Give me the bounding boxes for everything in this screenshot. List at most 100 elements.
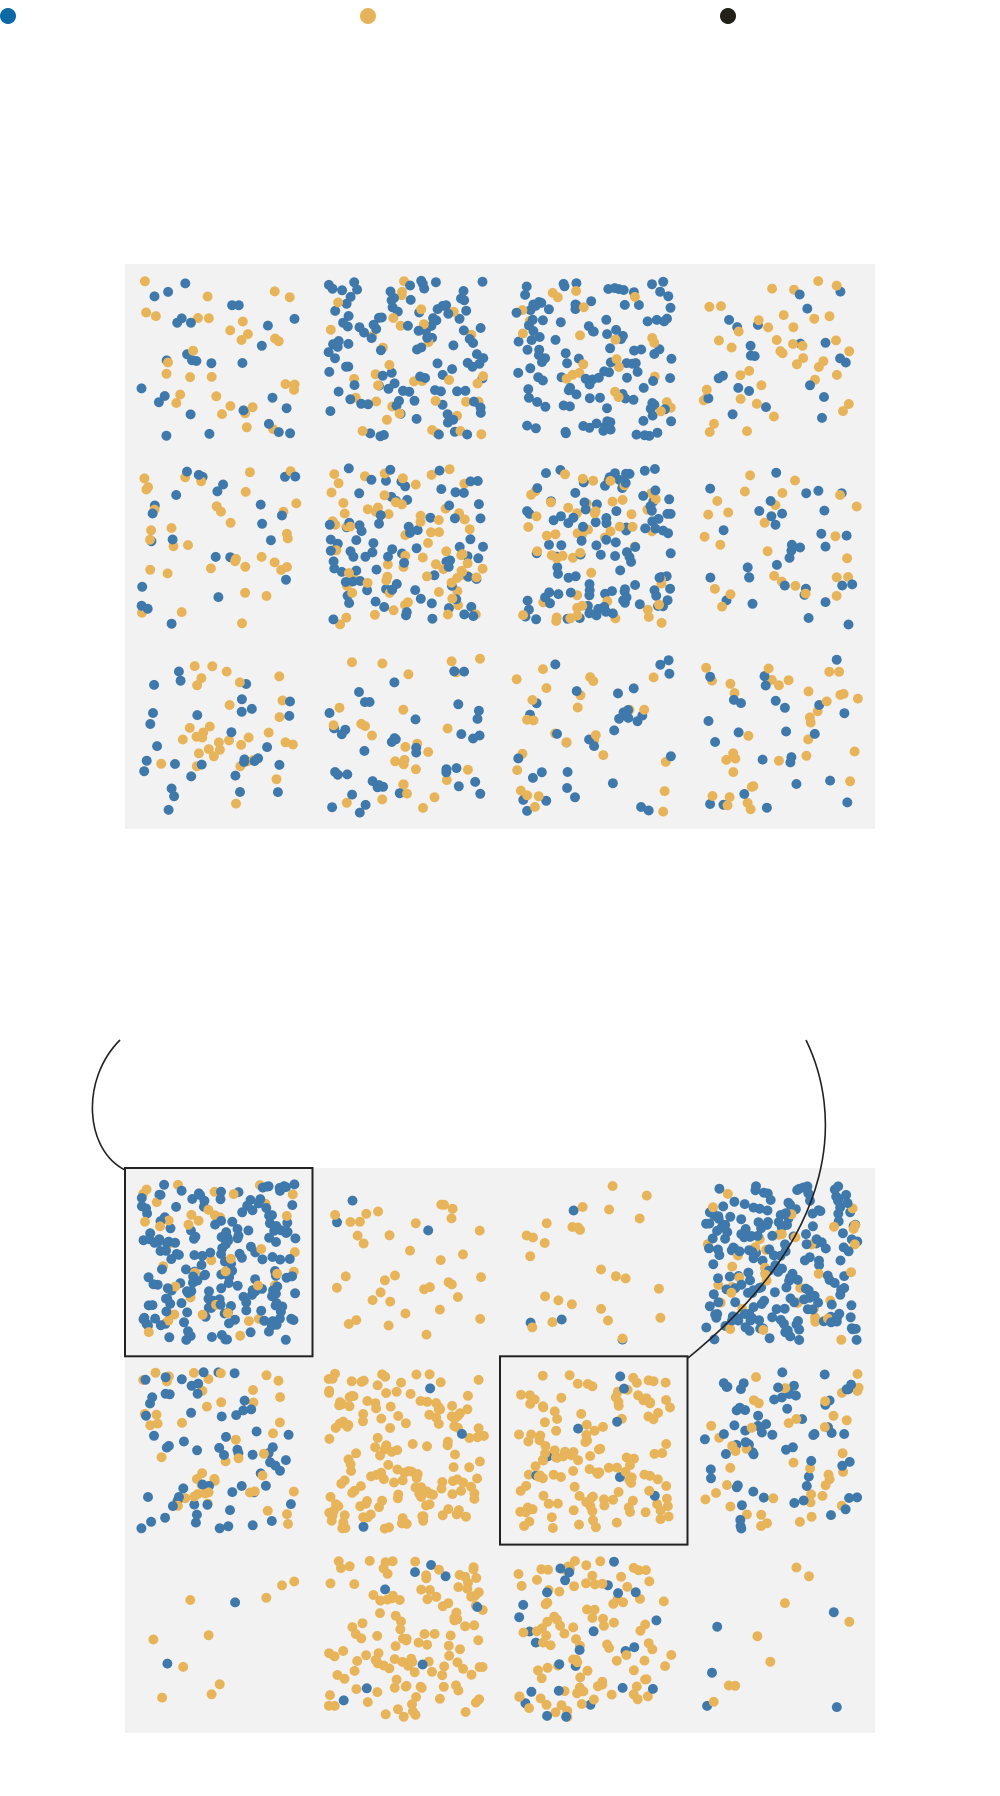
- point-blue: [445, 555, 456, 566]
- point-orange: [148, 1634, 159, 1645]
- point-blue: [739, 789, 750, 799]
- point-blue: [645, 403, 656, 414]
- point-blue: [621, 592, 632, 603]
- point-blue: [189, 1499, 200, 1510]
- point-orange: [347, 657, 357, 668]
- point-orange: [396, 1616, 406, 1627]
- point-orange: [273, 1375, 284, 1386]
- point-blue: [182, 1286, 192, 1297]
- point-orange: [659, 786, 670, 797]
- point-blue: [654, 572, 665, 583]
- point-orange: [541, 1218, 552, 1229]
- point-blue: [844, 1493, 855, 1503]
- point-blue: [724, 1271, 735, 1282]
- point-blue: [362, 585, 373, 596]
- point-blue: [141, 1410, 151, 1421]
- point-blue: [267, 1316, 278, 1327]
- point-orange: [244, 467, 255, 478]
- point-orange: [525, 1251, 536, 1262]
- point-orange: [400, 1418, 411, 1429]
- point-orange: [603, 1315, 613, 1326]
- point-blue: [530, 300, 541, 311]
- point-blue: [777, 508, 788, 519]
- point-blue: [472, 713, 483, 724]
- point-orange: [356, 718, 367, 729]
- point-orange: [262, 1505, 273, 1516]
- point-blue: [182, 1307, 193, 1318]
- point-blue: [558, 278, 569, 289]
- point-orange: [517, 328, 528, 339]
- point-orange: [220, 1266, 231, 1277]
- point-blue: [216, 1283, 227, 1294]
- point-blue: [398, 385, 409, 396]
- point-blue: [801, 1481, 812, 1491]
- point-orange: [543, 1498, 554, 1509]
- point-orange: [325, 1578, 336, 1589]
- point-blue: [560, 348, 571, 359]
- point-orange: [513, 1569, 524, 1579]
- point-orange: [728, 767, 739, 778]
- point-orange: [188, 1367, 199, 1378]
- point-orange: [417, 552, 428, 563]
- point-blue: [522, 420, 533, 431]
- top-grid-cell-r1c1: [136, 276, 300, 441]
- point-blue: [809, 728, 820, 739]
- point-blue: [229, 1368, 240, 1379]
- point-orange: [805, 1463, 816, 1474]
- point-orange: [661, 1481, 672, 1491]
- point-orange: [183, 540, 193, 551]
- point-orange: [214, 1679, 225, 1690]
- point-orange: [611, 1655, 622, 1666]
- point-orange: [708, 1696, 719, 1707]
- point-orange: [581, 1578, 591, 1589]
- point-blue: [171, 490, 182, 500]
- point-orange: [574, 1491, 585, 1501]
- point-orange: [588, 475, 599, 486]
- point-orange: [338, 498, 349, 508]
- point-blue: [416, 342, 427, 353]
- point-blue: [257, 1254, 268, 1265]
- point-orange: [572, 1378, 583, 1389]
- point-orange: [390, 756, 401, 767]
- point-blue: [739, 1309, 750, 1319]
- point-orange: [561, 737, 572, 748]
- point-blue: [757, 754, 768, 765]
- point-orange: [528, 715, 539, 726]
- point-orange: [325, 324, 336, 335]
- point-blue: [639, 465, 650, 476]
- point-orange: [813, 276, 824, 287]
- point-orange: [666, 1650, 677, 1660]
- point-blue: [385, 286, 396, 297]
- point-blue: [427, 613, 438, 624]
- point-blue: [554, 1659, 565, 1670]
- point-blue: [820, 337, 831, 348]
- point-blue: [216, 1186, 226, 1197]
- point-blue: [605, 417, 616, 428]
- point-blue: [820, 1243, 831, 1254]
- point-blue: [410, 714, 421, 725]
- point-blue: [643, 805, 654, 816]
- point-orange: [803, 686, 814, 697]
- point-orange: [547, 1317, 558, 1328]
- point-orange: [217, 409, 227, 420]
- point-orange: [549, 1445, 560, 1456]
- point-blue: [589, 741, 600, 752]
- point-orange: [606, 1689, 617, 1700]
- point-blue: [632, 366, 643, 377]
- point-blue: [213, 592, 224, 603]
- point-blue: [623, 705, 634, 715]
- point-blue: [165, 1223, 176, 1234]
- point-blue: [170, 759, 180, 769]
- point-orange: [381, 1388, 392, 1398]
- point-blue: [574, 1645, 585, 1655]
- point-blue: [199, 1270, 210, 1281]
- point-blue: [820, 597, 831, 608]
- point-orange: [253, 1280, 263, 1291]
- point-blue: [256, 340, 267, 351]
- point-orange: [641, 1674, 652, 1685]
- point-blue: [756, 1223, 767, 1234]
- point-blue: [558, 400, 569, 411]
- point-orange: [446, 1213, 457, 1224]
- point-orange: [446, 577, 457, 588]
- point-blue: [638, 490, 649, 501]
